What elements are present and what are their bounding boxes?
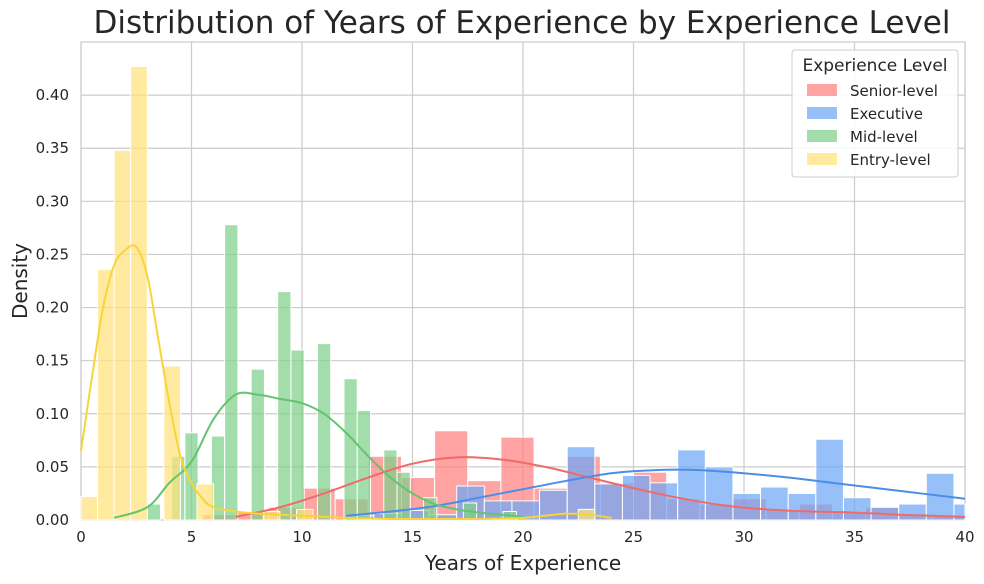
- bars-entry-level: [80, 65, 596, 521]
- y-axis-ticks: 0.00 0.05 0.10 0.15 0.20 0.25 0.30 0.35 0.40: [36, 86, 69, 529]
- histogram-bar: [383, 449, 398, 521]
- kde-line-executive: [346, 468, 966, 517]
- histogram-bars: [80, 65, 966, 521]
- legend-item-label: Executive: [850, 105, 923, 123]
- bars-mid-level: [146, 224, 517, 521]
- x-axis-label: Years of Experience: [424, 551, 621, 575]
- legend-item-label: Senior-level: [850, 82, 938, 100]
- x-tick-label: 20: [513, 528, 532, 546]
- legend-item-label: Mid-level: [850, 128, 918, 146]
- x-tick-label: 10: [292, 528, 311, 546]
- histogram-bar: [566, 446, 596, 521]
- histogram-bar: [277, 291, 292, 521]
- legend-item-label: Entry-level: [850, 151, 931, 169]
- histogram-bar: [250, 368, 265, 521]
- legend-box: [791, 49, 959, 178]
- histogram-bar: [787, 492, 817, 521]
- histogram-bar: [594, 483, 623, 521]
- histogram-bar: [262, 511, 281, 521]
- y-tick-label: 0.25: [36, 245, 69, 263]
- chart-title: Distribution of Years of Experience by E…: [94, 5, 951, 41]
- histogram-bar: [621, 474, 651, 521]
- histogram-bar: [649, 482, 679, 521]
- histogram-bar: [130, 65, 148, 521]
- y-axis-label: Density: [8, 243, 32, 319]
- y-tick-label: 0.10: [36, 405, 69, 423]
- histogram-bar: [677, 449, 706, 521]
- kde-line-mid-level: [113, 391, 524, 519]
- histogram-bar: [80, 496, 99, 521]
- y-tick-label: 0.30: [36, 192, 69, 210]
- x-tick-label: 40: [955, 528, 974, 546]
- histogram-bar: [343, 378, 358, 521]
- histogram-bar: [184, 432, 199, 521]
- bars-executive: [345, 438, 966, 521]
- histogram-bar: [760, 486, 789, 521]
- x-tick-label: 5: [187, 528, 197, 546]
- kde-line-entry-level: [80, 244, 612, 521]
- y-tick-label: 0.05: [36, 458, 69, 476]
- histogram-bar: [898, 503, 927, 521]
- histogram-bar: [815, 438, 844, 521]
- kde-curves: [80, 244, 966, 521]
- legend-swatch: [807, 153, 837, 165]
- x-tick-label: 25: [624, 528, 643, 546]
- legend-title: Experience Level: [802, 56, 947, 76]
- x-tick-label: 15: [403, 528, 422, 546]
- histogram-bar: [356, 410, 372, 521]
- histogram-bar: [842, 497, 872, 521]
- y-tick-label: 0.20: [36, 299, 69, 317]
- legend-swatch: [807, 84, 837, 96]
- histogram-bar: [704, 466, 734, 521]
- y-tick-label: 0.00: [36, 511, 69, 529]
- x-tick-label: 0: [76, 528, 86, 546]
- x-tick-label: 35: [845, 528, 864, 546]
- histogram-bar: [113, 149, 132, 521]
- legend: Experience Level Senior-level Executive Mi…: [791, 49, 959, 178]
- histogram-bar: [396, 471, 411, 521]
- histogram-bar: [97, 268, 115, 521]
- x-tick-label: 30: [734, 528, 753, 546]
- legend-swatch: [807, 107, 837, 119]
- y-tick-label: 0.40: [36, 86, 69, 104]
- x-axis-ticks: 0 5 10 15 20 25 30 35 40: [76, 528, 974, 546]
- y-tick-label: 0.35: [36, 139, 69, 157]
- y-tick-label: 0.15: [36, 352, 69, 370]
- histogram-bar: [224, 224, 239, 521]
- legend-swatch: [807, 130, 837, 142]
- histogram-bar: [290, 349, 305, 521]
- histogram-bar: [953, 503, 966, 521]
- histogram-bar: [316, 343, 332, 521]
- histogram-bar: [163, 365, 181, 521]
